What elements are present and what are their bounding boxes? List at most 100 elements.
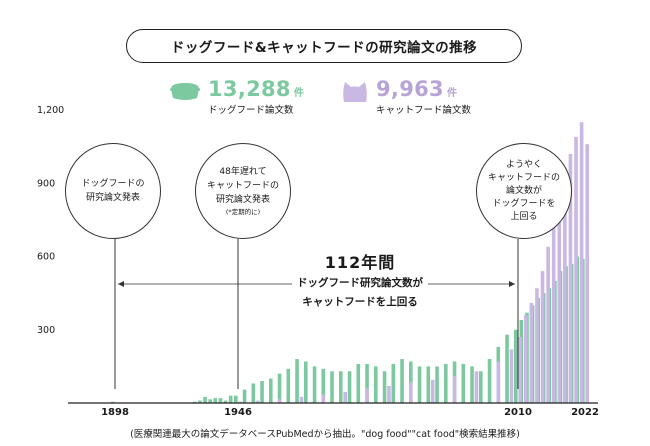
dog-bar bbox=[426, 366, 431, 403]
dog-bar bbox=[260, 381, 264, 403]
dog-bar bbox=[277, 373, 282, 403]
dog-bar bbox=[198, 400, 202, 403]
dog-bar bbox=[330, 371, 334, 403]
annotation-dog-first: ドッグフードの 研究論文発表 bbox=[65, 143, 161, 239]
y-tick-label: 900 bbox=[37, 178, 55, 189]
dog-bar bbox=[444, 363, 448, 403]
cat-bar bbox=[551, 224, 556, 403]
dog-bar bbox=[111, 401, 115, 403]
annotation-dog-first-text: ドッグフードの 研究論文発表 bbox=[81, 179, 145, 203]
cat-bar bbox=[518, 337, 522, 403]
cat-bar bbox=[343, 392, 347, 403]
x-tick-label: 1946 bbox=[224, 407, 252, 418]
cat-bar bbox=[238, 401, 242, 403]
dog-bar bbox=[286, 368, 291, 403]
x-tick-label: 2010 bbox=[504, 407, 532, 418]
cat-bar bbox=[540, 271, 545, 403]
y-tick-label: 1,200 bbox=[37, 105, 64, 116]
cat-bar bbox=[535, 288, 539, 403]
cat-bar bbox=[452, 376, 457, 403]
cat-bar bbox=[409, 382, 413, 403]
span-callout: 112年間 ドッグフード研究論文数が キャットフードを上回る bbox=[295, 249, 425, 311]
dog-bar bbox=[304, 361, 308, 403]
dog-bar bbox=[365, 363, 369, 403]
annotation-lines bbox=[114, 239, 519, 389]
cat-head-icon bbox=[343, 82, 367, 102]
y-tick-label: 300 bbox=[37, 325, 55, 336]
dog-bar bbox=[218, 398, 223, 403]
dog-bar bbox=[514, 329, 518, 403]
annotation-crossover-text: ようやく キャットフードの 論文数が ドッグフードを 上回る bbox=[487, 159, 560, 222]
dog-bar bbox=[312, 366, 317, 403]
annotation-cat-first-text: 48年遅れて キャットフードの 研究論文発表 bbox=[206, 166, 279, 205]
dog-bar bbox=[208, 399, 212, 403]
annotation-cat-first-note: (*定期的に) bbox=[225, 207, 261, 216]
cat-bar bbox=[321, 394, 326, 403]
source-note: (医療関連最大の論文データベースPubMedから抽出。"dog food""ca… bbox=[130, 429, 520, 440]
dog-bar bbox=[213, 398, 218, 403]
dog-bar bbox=[356, 363, 361, 403]
chart-title: ドッグフード&キャットフードの研究論文の推移 bbox=[126, 29, 522, 63]
annotation-crossover: ようやく キャットフードの 論文数が ドッグフードを 上回る bbox=[476, 143, 572, 239]
dog-bar bbox=[479, 371, 483, 403]
dog-stat: 13,288 件 ドッグフード論文数 bbox=[168, 77, 304, 116]
dog-count-label: ドッグフード論文数 bbox=[208, 105, 294, 116]
x-tick-label: 2022 bbox=[571, 407, 599, 418]
cat-bar bbox=[255, 400, 260, 403]
annotation-cat-first: 48年遅れて キャットフードの 研究論文発表 (*定期的に) bbox=[195, 143, 291, 239]
bars-layer bbox=[111, 122, 589, 403]
dog-bar bbox=[347, 371, 352, 403]
dog-bar bbox=[269, 378, 273, 403]
cat-bar bbox=[579, 122, 584, 403]
dog-bar bbox=[223, 400, 228, 403]
dog-bar bbox=[228, 395, 233, 403]
dog-bar bbox=[382, 371, 387, 403]
dog-bar bbox=[295, 359, 299, 403]
dog-bar bbox=[251, 383, 256, 403]
dog-count-unit: 件 bbox=[293, 88, 304, 99]
dog-bar bbox=[374, 366, 378, 403]
span-line-1: ドッグフード研究論文数が bbox=[297, 277, 423, 289]
y-axis: 300 600 900 1,200 bbox=[37, 105, 64, 336]
dog-bar bbox=[321, 368, 326, 403]
cat-bar bbox=[387, 385, 391, 403]
cat-bar bbox=[529, 302, 534, 403]
cat-bar bbox=[546, 246, 550, 403]
cat-bar bbox=[277, 399, 282, 403]
span-years: 112年間 bbox=[324, 253, 396, 272]
cat-bar bbox=[474, 371, 479, 403]
cat-bar bbox=[509, 349, 514, 403]
dog-bar bbox=[461, 363, 466, 403]
dog-bar bbox=[505, 334, 509, 403]
y-tick-label: 600 bbox=[37, 252, 55, 263]
dog-bar bbox=[391, 363, 396, 403]
cat-bar bbox=[299, 396, 304, 403]
span-line-2: キャットフードを上回る bbox=[302, 296, 418, 308]
cat-bar bbox=[557, 200, 562, 403]
span-arrowhead-left bbox=[118, 281, 124, 287]
cat-bar bbox=[496, 361, 501, 403]
x-axis: 1898 1946 2010 2022 bbox=[68, 402, 599, 418]
dog-bar bbox=[242, 389, 247, 403]
cat-bar bbox=[365, 388, 369, 403]
cat-bar bbox=[585, 144, 589, 403]
dog-bar bbox=[234, 395, 238, 403]
cat-count-label: キャットフード論文数 bbox=[376, 105, 472, 116]
dog-bar bbox=[470, 366, 474, 403]
cat-count: 9,963 bbox=[376, 77, 444, 101]
x-tick-label: 1898 bbox=[101, 407, 129, 418]
cat-bar bbox=[523, 315, 528, 403]
cat-bar bbox=[563, 175, 567, 403]
dog-bar bbox=[193, 401, 197, 403]
dog-bar bbox=[203, 396, 207, 403]
cat-count-unit: 件 bbox=[446, 88, 457, 99]
dog-count: 13,288 bbox=[208, 77, 291, 101]
cat-bar bbox=[568, 153, 573, 403]
cat-stat: 9,963 件 キャットフード論文数 bbox=[340, 77, 471, 116]
dog-bar bbox=[435, 366, 439, 403]
dog-bar bbox=[417, 366, 422, 403]
span-arrowhead-right bbox=[509, 281, 515, 287]
dog-bar bbox=[400, 359, 404, 403]
dog-bar bbox=[487, 359, 492, 403]
